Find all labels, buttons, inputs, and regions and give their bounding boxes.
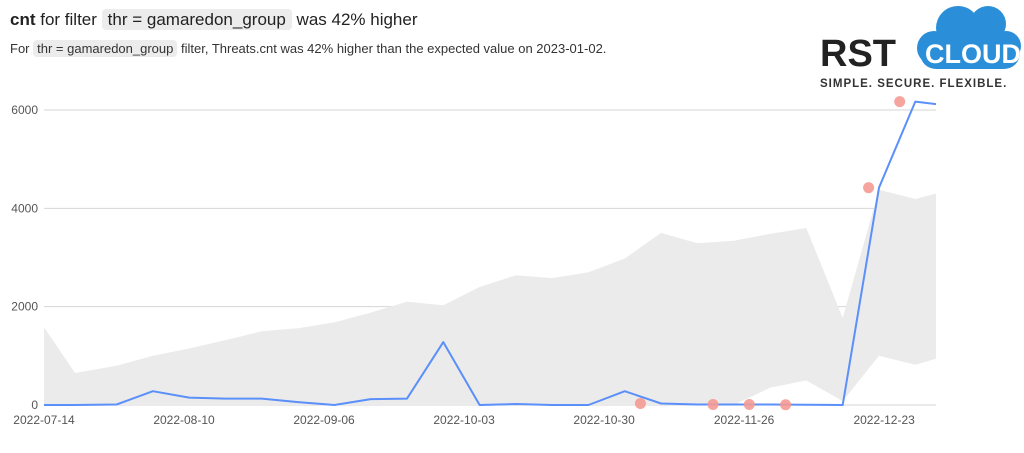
- logo-brand-right: CLOUD: [925, 39, 1021, 69]
- x-tick-label-2022-12-23: 2022-12-23: [853, 413, 915, 427]
- filter-chip[interactable]: thr = gamaredon_group: [101, 9, 292, 30]
- y-tick-label-4000: 4000: [11, 201, 38, 215]
- title-for-filter: for filter: [40, 10, 97, 29]
- chart-title: cnt for filter thr = gamaredon_group was…: [10, 9, 418, 30]
- y-tick-label-2000: 2000: [11, 300, 38, 314]
- chart-subtitle: For thr = gamaredon_group filter, Threat…: [10, 40, 607, 57]
- anomaly-point-0: [634, 398, 646, 410]
- y-tick-label-0: 0: [31, 398, 38, 412]
- metric-name: cnt: [10, 10, 36, 29]
- y-axis-ticks: 0 2000 4000 6000: [11, 103, 38, 412]
- x-tick-label-2022-08-10: 2022-08-10: [153, 413, 215, 427]
- title-change: was 42% higher: [296, 10, 418, 29]
- expected-band-layer: [44, 189, 936, 405]
- anomaly-layer: [634, 96, 906, 411]
- y-tick-label-6000: 6000: [11, 103, 38, 117]
- anomaly-point-1: [707, 399, 719, 411]
- logo-brand-left: RST: [820, 33, 896, 75]
- anomaly-point-5: [894, 96, 906, 108]
- x-tick-label-2022-10-30: 2022-10-30: [573, 413, 635, 427]
- x-tick-label-2022-09-06: 2022-09-06: [293, 413, 355, 427]
- expected-range-band: [44, 189, 936, 405]
- series-line-0: [44, 100, 937, 406]
- anomaly-point-2: [743, 399, 755, 411]
- series-line-layer: [44, 100, 937, 406]
- x-tick-label-2022-07-14: 2022-07-14: [13, 413, 75, 427]
- subtitle-suffix: filter, Threats.cnt was 42% higher than …: [180, 41, 607, 56]
- cloud-icon: [917, 6, 1021, 69]
- x-axis-ticks: 2022-07-14 2022-08-10 2022-09-06 2022-10-03…: [13, 413, 915, 427]
- rst-cloud-logo: RST CLOUD SIMPLE. SECURE. FLEXIBLE.: [820, 6, 1021, 90]
- anomaly-point-4: [863, 182, 875, 194]
- x-tick-label-2022-11-26: 2022-11-26: [714, 413, 775, 427]
- subtitle-filter-chip[interactable]: thr = gamaredon_group: [33, 40, 178, 57]
- logo-tagline: SIMPLE. SECURE. FLEXIBLE.: [820, 78, 1007, 90]
- x-tick-label-2022-10-03: 2022-10-03: [433, 413, 495, 427]
- subtitle-prefix: For: [10, 41, 30, 56]
- anomaly-point-3: [780, 399, 792, 411]
